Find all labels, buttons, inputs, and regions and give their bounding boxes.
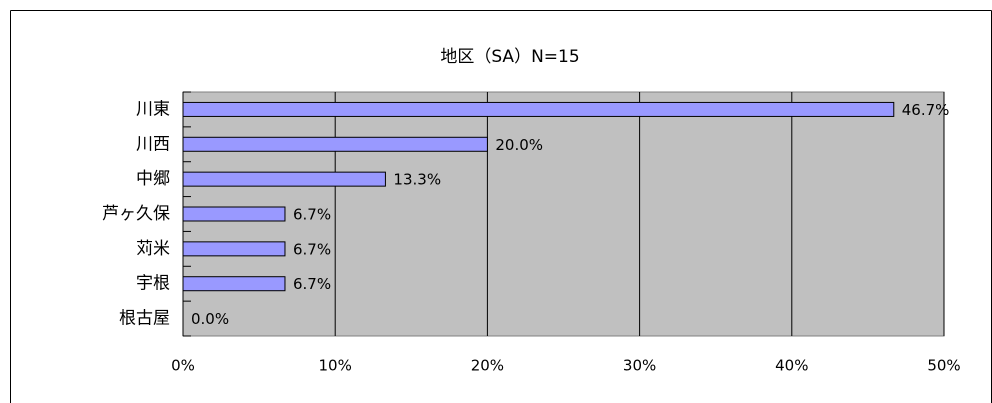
x-tick-label: 20% <box>471 357 504 375</box>
x-tick-label: 30% <box>623 357 656 375</box>
value-label: 46.7% <box>902 101 950 119</box>
y-tick-label: 苅米 <box>136 239 170 259</box>
bar <box>182 136 488 152</box>
value-label: 0.0% <box>191 310 229 328</box>
value-label: 20.0% <box>495 136 543 154</box>
y-tick-label: 川東 <box>136 99 170 119</box>
x-tick-label: 0% <box>171 357 195 375</box>
y-tick-label: 芦ヶ久保 <box>102 204 170 224</box>
value-label: 13.3% <box>393 171 441 189</box>
bar <box>182 171 386 187</box>
x-tick-label: 10% <box>319 357 352 375</box>
x-tick-label: 50% <box>927 357 960 375</box>
bar <box>182 276 286 292</box>
bar <box>182 206 286 222</box>
chart-title: 地区（SA）N=15 <box>440 47 579 67</box>
value-label: 6.7% <box>293 275 331 293</box>
y-tick-label: 根古屋 <box>119 309 170 329</box>
y-tick-label: 宇根 <box>136 274 170 294</box>
x-tick-label: 40% <box>775 357 808 375</box>
bar <box>182 101 895 117</box>
y-tick-label: 川西 <box>136 134 170 154</box>
value-label: 6.7% <box>293 206 331 224</box>
bar <box>182 241 286 257</box>
y-tick-label: 中郷 <box>136 169 170 189</box>
plot-area <box>182 91 945 337</box>
value-label: 6.7% <box>293 240 331 258</box>
